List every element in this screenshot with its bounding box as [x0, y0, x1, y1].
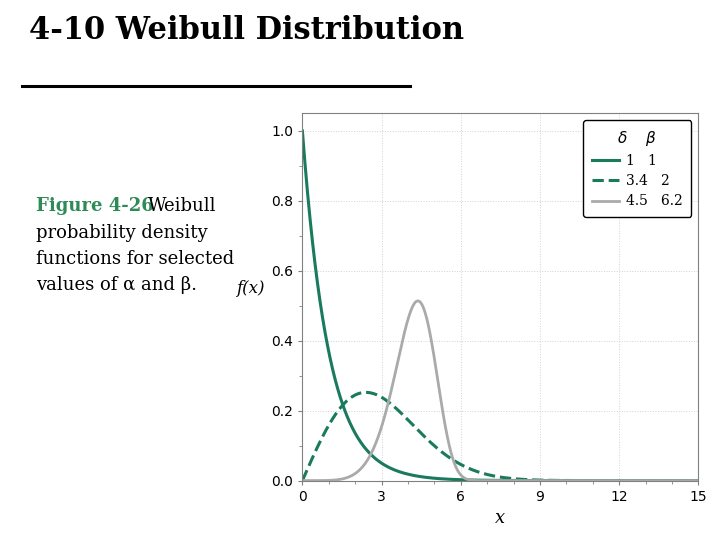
Legend: 1   1, 3.4   2, 4.5   6.2: 1 1, 3.4 2, 4.5 6.2	[583, 120, 691, 217]
Text: Weibull: Weibull	[148, 197, 216, 215]
X-axis label: x: x	[495, 509, 505, 527]
Text: probability density
functions for selected
values of α and β.: probability density functions for select…	[36, 224, 234, 294]
Text: 4-10 Weibull Distribution: 4-10 Weibull Distribution	[29, 15, 464, 45]
Y-axis label: f(x): f(x)	[236, 280, 265, 297]
Text: Figure 4-26: Figure 4-26	[36, 197, 154, 215]
